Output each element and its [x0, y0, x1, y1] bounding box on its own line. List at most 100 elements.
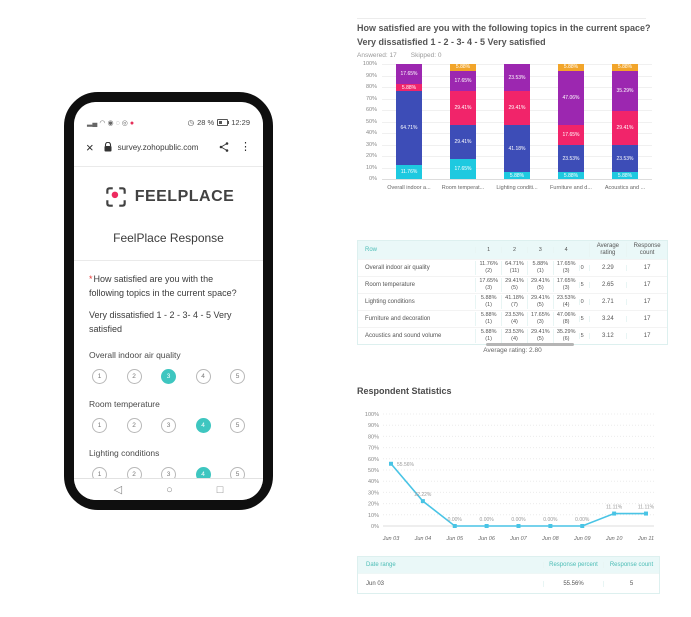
- cell-percent: 23.53%: [556, 295, 576, 302]
- rating-circle[interactable]: 5: [230, 417, 245, 433]
- status-bar: ▂▄ ◠ ◉ ◌ ◎ ● ◷ 28 % 12:29: [74, 118, 263, 127]
- cell-percent: 17.65%: [479, 278, 498, 285]
- status-right: ◷ 28 % 12:29: [188, 118, 250, 127]
- home-icon[interactable]: ○: [166, 483, 173, 496]
- column-header: 1: [475, 246, 501, 254]
- rating-circle[interactable]: 1: [92, 368, 107, 384]
- segment-label: 5.88%: [455, 64, 471, 71]
- rating-circle[interactable]: 1: [92, 417, 107, 433]
- bar-segment: 23.53%: [558, 145, 584, 173]
- rating-circle[interactable]: 2: [126, 417, 142, 433]
- table-cell: 11.76% (2): [475, 261, 501, 275]
- table-row: Overall indoor air quality 11.76% (2) 64.71…: [358, 259, 667, 276]
- topic-label: Room temperature: [89, 398, 160, 409]
- table-cell: 5.88% (1): [475, 312, 501, 326]
- stacked-bar: 5.88% 41.18% 29.41% 23.53%: [504, 64, 530, 179]
- segment-label: 5.88%: [563, 172, 579, 179]
- rating-circle[interactable]: 4: [195, 368, 211, 384]
- cell-count: (5): [536, 336, 544, 342]
- segment-label: 5.88%: [509, 172, 525, 179]
- cell-count: (6): [562, 336, 570, 342]
- cell-percent: 5.88%: [480, 329, 497, 336]
- response-count-cell: 17: [626, 332, 667, 340]
- y-tick-label: 100%: [365, 412, 379, 418]
- rating-circle-row: 1 2 3 4 5: [89, 368, 248, 384]
- rating-circle-row: 1 2 3 4 5: [89, 417, 248, 433]
- table-scrollbar[interactable]: [486, 343, 574, 346]
- table-cell: 17.65% (3): [552, 278, 579, 292]
- cell-percent: 17.65%: [530, 312, 550, 319]
- y-tick-label: 80%: [368, 434, 379, 440]
- segment-label: 5.88%: [563, 64, 579, 71]
- segment-label: 35.29%: [616, 88, 634, 95]
- question-scale-hint: Very dissatisfied 1 - 2 - 3- 4 - 5 Very …: [89, 309, 232, 334]
- bar-segment: 29.41%: [504, 91, 530, 125]
- cell-percent: 23.53%: [505, 312, 524, 319]
- answered-skipped-row: Answered: 17 Skipped: 0: [357, 52, 441, 59]
- segment-label: 29.41%: [454, 138, 472, 145]
- segment-label: 23.53%: [562, 155, 580, 162]
- table-cell: 29.41% (5): [526, 278, 553, 292]
- segment-label: 29.41%: [508, 105, 526, 111]
- segment-label: 29.41%: [454, 104, 472, 111]
- table-row: Furniture and decoration 5.88% (1) 23.53% (4…: [358, 310, 667, 327]
- table-cell: 23.53% (4): [552, 295, 579, 309]
- y-tick-label: 10%: [365, 164, 377, 171]
- topic-label: Lighting conditions: [89, 447, 160, 458]
- date-cell: Jun 03: [366, 580, 385, 587]
- cell-percent: 29.41%: [505, 278, 524, 285]
- y-tick-label: 100%: [362, 61, 377, 67]
- point-label: 0.00%: [448, 517, 463, 523]
- cell-percent: 11.76%: [479, 261, 498, 268]
- y-tick-label: 50%: [368, 468, 379, 474]
- rating-circle[interactable]: 2: [126, 368, 142, 384]
- rating-circle[interactable]: 3: [161, 417, 176, 433]
- line-point: [420, 499, 425, 504]
- rating-circle[interactable]: 3: [161, 368, 176, 384]
- segment-label: 41.18%: [508, 145, 526, 152]
- x-axis-label: Overall indoor a...: [387, 185, 431, 191]
- table-cell: 23.53% (4): [501, 329, 527, 343]
- signal-icon: ▂▄: [87, 119, 98, 127]
- required-asterisk: *: [89, 274, 93, 284]
- table-cell: 5.88% (1): [475, 295, 501, 309]
- close-icon[interactable]: ×: [86, 139, 94, 155]
- table-cell: 47.06% (8): [552, 312, 579, 326]
- divider: [357, 18, 646, 19]
- wifi-icon: ◠: [99, 119, 106, 127]
- logo-text: FEELPLACE: [134, 188, 235, 205]
- menu-icon[interactable]: ⋮: [240, 140, 251, 153]
- back-icon[interactable]: ◁: [113, 484, 123, 496]
- table-cell: 5.88% (1): [526, 261, 553, 275]
- url-field[interactable]: survey.zohopublic.com: [117, 142, 199, 152]
- phone-screen: ▂▄ ◠ ◉ ◌ ◎ ● ◷ 28 % 12:29 × survey.zohopublic…: [74, 102, 263, 500]
- android-nav-bar: ◁ ○ □: [74, 478, 263, 500]
- table-cell-clipped: 0: [578, 265, 589, 271]
- segment-label: 47.06%: [562, 94, 580, 101]
- average-rating-footer: Average rating: 2.80: [483, 347, 542, 354]
- table-cell: 17.65% (3): [475, 278, 501, 292]
- segment-label: 64.71%: [400, 125, 418, 132]
- line-point: [452, 524, 457, 528]
- recents-icon[interactable]: □: [216, 483, 224, 496]
- share-icon[interactable]: [218, 141, 230, 153]
- percent-cell: 55.56%: [543, 580, 603, 587]
- stacked-bar: 5.88% 23.53% 17.65% 47.06% 5.88%: [558, 64, 584, 179]
- report-question-title: How satisfied are you with the following…: [357, 23, 651, 33]
- rating-circle[interactable]: 4: [195, 417, 211, 433]
- logo-block: FEELPLACE FeelPlace Response: [74, 167, 263, 245]
- y-tick-label: 90%: [368, 423, 379, 429]
- average-rating-cell: 3.12: [588, 332, 627, 340]
- respondent-line-chart: 0% 10% 20% 30% 40% 50% 60% 70% 80% 90% 100% 55.56% J…: [357, 404, 662, 554]
- y-tick-label: 80%: [365, 84, 377, 90]
- cell-count: (2): [485, 268, 493, 274]
- y-tick-label: 70%: [365, 95, 377, 102]
- segment-label: 17.65%: [454, 165, 472, 172]
- rating-circle[interactable]: 5: [230, 368, 245, 384]
- table-cell: 29.41% (5): [501, 278, 527, 292]
- segment-label: 17.65%: [562, 132, 580, 139]
- clock-time: 12:29: [231, 118, 250, 127]
- table-row: Acoustics and sound volume 5.88% (1) 23.53%…: [358, 327, 667, 344]
- question-block: *How satisfied are you with the followin…: [74, 261, 263, 337]
